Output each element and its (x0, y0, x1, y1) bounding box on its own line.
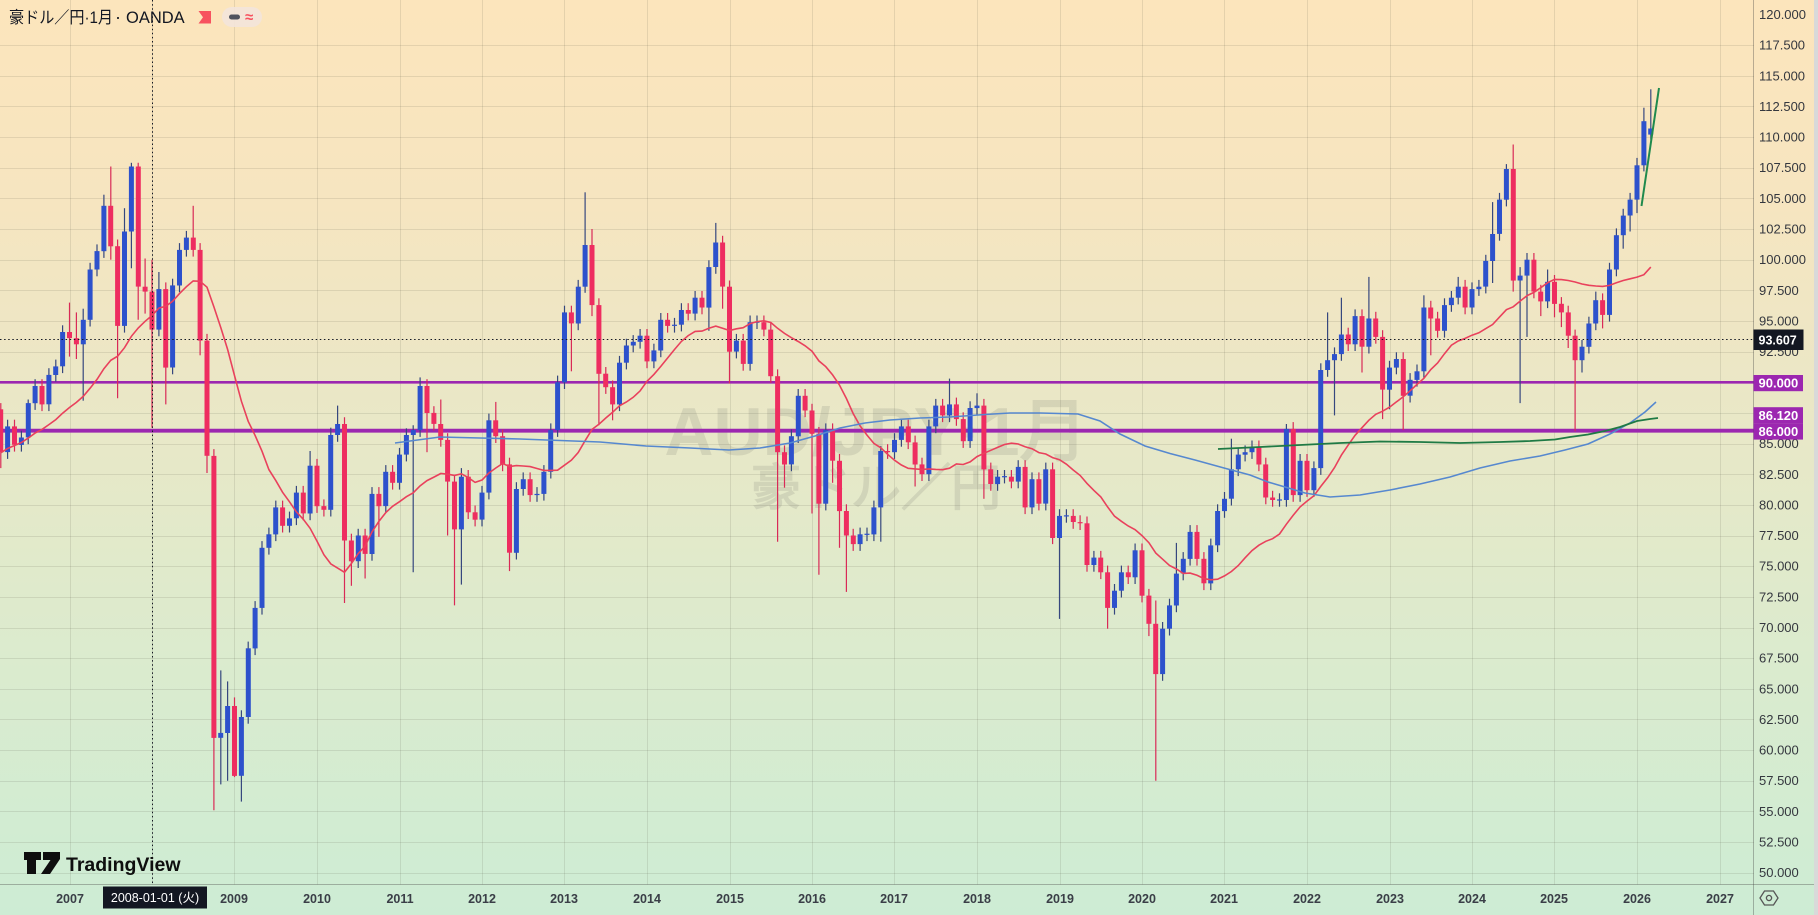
svg-text:102.500: 102.500 (1759, 222, 1806, 237)
svg-text:2022: 2022 (1293, 892, 1321, 906)
svg-text:豪ドル／円·1月: 豪ドル／円·1月 (9, 7, 113, 27)
svg-text:2023: 2023 (1376, 892, 1404, 906)
svg-text:2008-01-01 (火): 2008-01-01 (火) (111, 891, 199, 905)
svg-text:112.500: 112.500 (1759, 99, 1805, 114)
svg-text:62.500: 62.500 (1759, 712, 1799, 727)
svg-text:2019: 2019 (1046, 892, 1074, 906)
svg-text:2020: 2020 (1128, 892, 1156, 906)
svg-text:100.000: 100.000 (1759, 252, 1806, 267)
svg-text:86.000: 86.000 (1759, 424, 1799, 439)
svg-text:2011: 2011 (386, 892, 413, 906)
svg-text:2021: 2021 (1210, 892, 1238, 906)
svg-text:105.000: 105.000 (1759, 191, 1806, 206)
svg-text:95.000: 95.000 (1759, 314, 1799, 329)
svg-text:117.500: 117.500 (1759, 38, 1805, 53)
svg-text:60.000: 60.000 (1759, 743, 1799, 758)
svg-text:55.000: 55.000 (1759, 804, 1799, 819)
svg-text:2018: 2018 (963, 892, 991, 906)
svg-text:2015: 2015 (716, 892, 744, 906)
svg-text:110.000: 110.000 (1759, 130, 1805, 145)
svg-text:120.000: 120.000 (1759, 7, 1806, 22)
svg-text:86.120: 86.120 (1759, 408, 1799, 423)
svg-text:2010: 2010 (303, 892, 331, 906)
svg-text:2017: 2017 (880, 892, 908, 906)
svg-text:70.000: 70.000 (1759, 620, 1799, 635)
svg-text:82.500: 82.500 (1759, 467, 1799, 482)
svg-text:57.500: 57.500 (1759, 773, 1799, 788)
svg-text:2007: 2007 (56, 892, 84, 906)
svg-text:50.000: 50.000 (1759, 865, 1799, 880)
svg-text:≈: ≈ (245, 9, 253, 26)
svg-text:2014: 2014 (633, 892, 661, 906)
svg-text:2013: 2013 (550, 892, 578, 906)
svg-text:2012: 2012 (468, 892, 496, 906)
svg-text:75.000: 75.000 (1759, 559, 1799, 574)
svg-text:52.500: 52.500 (1759, 835, 1799, 850)
svg-text:豪ドル／円: 豪ドル／円 (751, 460, 1001, 516)
svg-text:115.000: 115.000 (1759, 68, 1805, 83)
svg-text:107.500: 107.500 (1759, 160, 1806, 175)
svg-text:2024: 2024 (1458, 892, 1486, 906)
svg-text:2009: 2009 (220, 892, 248, 906)
svg-text:·: · (115, 7, 121, 27)
svg-text:2016: 2016 (798, 892, 826, 906)
svg-text:67.500: 67.500 (1759, 651, 1799, 666)
svg-text:OANDA: OANDA (126, 9, 185, 27)
svg-text:93.607: 93.607 (1759, 334, 1797, 348)
svg-text:80.000: 80.000 (1759, 497, 1799, 512)
svg-text:65.000: 65.000 (1759, 681, 1799, 696)
svg-text:97.500: 97.500 (1759, 283, 1799, 298)
svg-text:72.500: 72.500 (1759, 589, 1799, 604)
svg-text:77.500: 77.500 (1759, 528, 1799, 543)
svg-text:85.000: 85.000 (1759, 436, 1799, 451)
svg-text:90.000: 90.000 (1759, 376, 1799, 391)
svg-text:TradingView: TradingView (66, 854, 181, 876)
svg-text:2026: 2026 (1623, 892, 1651, 906)
svg-text:2025: 2025 (1540, 892, 1568, 906)
svg-text:2027: 2027 (1706, 892, 1734, 906)
